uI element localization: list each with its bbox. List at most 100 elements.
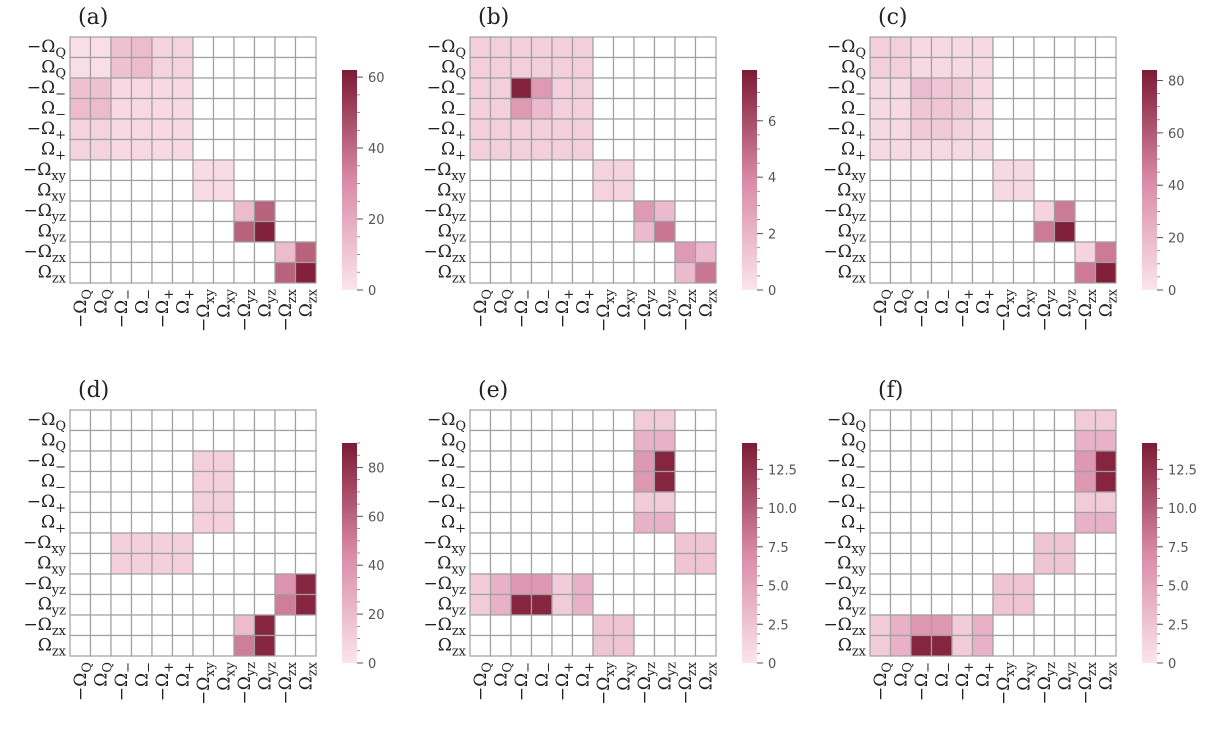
heatmap-cell [889,634,912,657]
heatmap-cell [89,470,112,493]
heatmap-cell [489,56,512,79]
heatmap-cell [110,470,133,493]
col-tick-label: ΩQ [492,289,516,314]
heatmap-cell [253,220,276,243]
heatmap-cell [694,450,717,473]
heatmap-cell [930,241,953,264]
colorbar-tick-label: 0 [368,657,376,672]
heatmap-cell [592,261,615,284]
heatmap-cell [110,634,133,657]
heatmap-cell [910,220,933,243]
heatmap-cell [510,261,533,284]
heatmap-cell [653,634,676,657]
heatmap-cell [930,36,953,59]
heatmap-cell [930,511,953,534]
heatmap-cell [1033,491,1056,514]
heatmap-cell [233,573,256,596]
heatmap-cell [151,36,174,59]
heatmap-cell [930,429,953,452]
heatmap-cell [910,470,933,493]
heatmap-cell [889,532,912,555]
colorbar-tick-label: 10.0 [768,502,797,517]
heatmap-cell [510,634,533,657]
heatmap-cell [530,450,553,473]
heatmap-cell [233,450,256,473]
heatmap-cell [110,593,133,616]
row-tick-label: Ωyz [438,222,466,246]
heatmap-cell [171,532,194,555]
col-tick-label: Ω+ [974,662,998,687]
heatmap-cell [889,261,912,284]
heatmap-cell [151,491,174,514]
heatmap-cell [1094,409,1117,432]
heatmap-cell [951,77,974,100]
heatmap-cell [192,179,215,202]
heatmap-cell [151,77,174,100]
heatmap-cell [212,634,235,657]
heatmap-cell [510,118,533,141]
heatmap-cell [674,614,697,637]
heatmap-cell [612,200,635,223]
heatmap-cell [69,241,92,264]
heatmap-cell [653,179,676,202]
heatmap-cell [151,552,174,575]
col-tick-label: Ωyz [256,662,280,690]
heatmap-cell [1074,77,1097,100]
col-tick-label: Ωyz [656,662,680,690]
colorbar [342,443,357,663]
heatmap-cell [869,573,892,596]
heatmap-cell [294,220,317,243]
heatmap-cell [89,200,112,223]
heatmap-cell [212,220,235,243]
heatmap-cell [274,56,297,79]
col-tick-label: −Ω− [512,289,536,328]
heatmap-cell [592,220,615,243]
heatmap-cell [253,491,276,514]
heatmap-cell [253,241,276,264]
heatmap-cell [612,491,635,514]
heatmap-cell [274,97,297,120]
heatmap-cell [910,409,933,432]
heatmap-cell [274,573,297,596]
row-tick-label: Ωxy [37,181,66,205]
col-tick-label: −ΩQ [71,662,95,701]
heatmap-cell [110,491,133,514]
heatmap-cell [469,450,492,473]
heatmap-cell [1074,409,1097,432]
heatmap-cell [274,552,297,575]
heatmap-cell [212,450,235,473]
heatmap-cell [889,159,912,182]
heatmap-cell [294,138,317,161]
heatmap-cell [89,77,112,100]
heatmap-cell [1012,36,1035,59]
heatmap-cell [294,56,317,79]
heatmap-cell [69,429,92,452]
col-tick-label: Ω− [533,289,557,314]
heatmap-cell [910,200,933,223]
col-tick-label: −Ωxy [194,661,218,705]
row-tick-label: Ωyz [838,222,866,246]
heatmap-cell [592,138,615,161]
row-tick-label: Ω− [841,472,866,496]
col-tick-label: ΩQ [892,662,916,687]
heatmap-cell [571,573,594,596]
heatmap-cell [274,532,297,555]
heatmap-cell [971,118,994,141]
heatmap-cell [551,200,574,223]
heatmap-cell [89,220,112,243]
heatmap-cell [694,200,717,223]
heatmap-cell [233,200,256,223]
row-tick-label: −Ω− [427,78,466,102]
heatmap-cell [869,118,892,141]
row-tick-label: ΩQ [841,58,866,82]
heatmap-cell [971,56,994,79]
heatmap-cell [910,511,933,534]
heatmap-cell [1074,593,1097,616]
heatmap-cell [69,159,92,182]
heatmap-cell [1053,220,1076,243]
heatmap-cell [592,97,615,120]
heatmap-cell [694,593,717,616]
heatmap-cell [510,532,533,555]
heatmap-cell [1033,200,1056,223]
heatmap-cell [212,552,235,575]
